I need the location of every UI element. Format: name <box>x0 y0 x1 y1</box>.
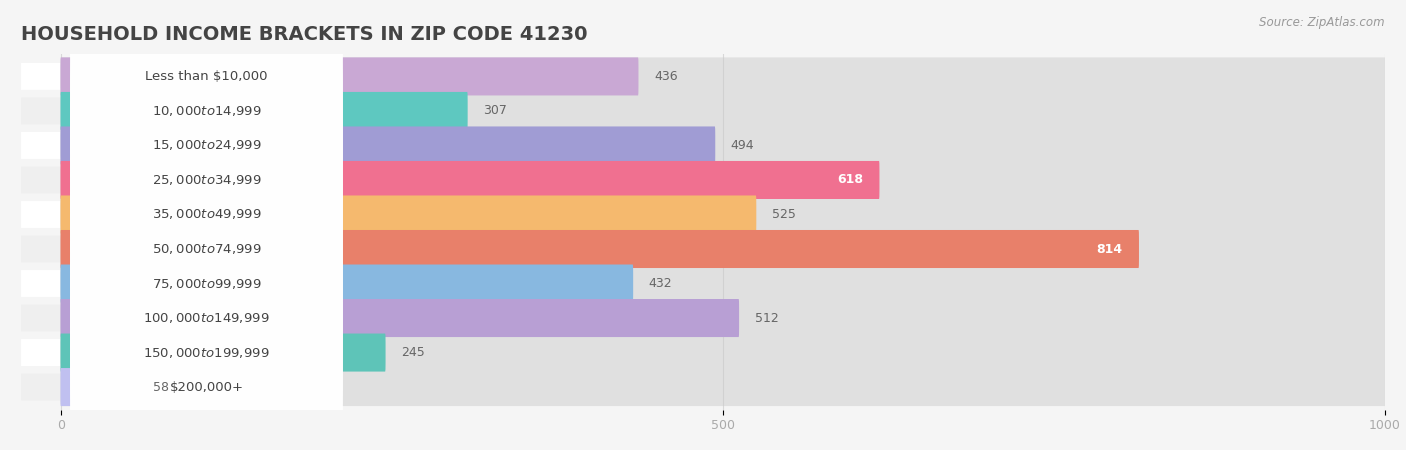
FancyBboxPatch shape <box>60 299 740 337</box>
FancyBboxPatch shape <box>70 69 343 291</box>
Text: $10,000 to $14,999: $10,000 to $14,999 <box>152 104 262 118</box>
FancyBboxPatch shape <box>21 339 1385 366</box>
FancyBboxPatch shape <box>60 58 1385 95</box>
FancyBboxPatch shape <box>70 0 343 222</box>
FancyBboxPatch shape <box>60 230 1385 268</box>
FancyBboxPatch shape <box>70 104 343 326</box>
FancyBboxPatch shape <box>21 270 1385 297</box>
FancyBboxPatch shape <box>70 241 343 450</box>
Text: 245: 245 <box>401 346 425 359</box>
FancyBboxPatch shape <box>60 195 756 234</box>
FancyBboxPatch shape <box>70 0 343 188</box>
FancyBboxPatch shape <box>21 166 1385 194</box>
FancyBboxPatch shape <box>21 63 1385 90</box>
FancyBboxPatch shape <box>21 201 1385 228</box>
Text: 307: 307 <box>484 104 508 117</box>
FancyBboxPatch shape <box>60 161 1385 199</box>
Text: $75,000 to $99,999: $75,000 to $99,999 <box>152 276 262 291</box>
FancyBboxPatch shape <box>60 92 468 130</box>
Text: 494: 494 <box>731 139 755 152</box>
FancyBboxPatch shape <box>60 161 879 199</box>
Text: $35,000 to $49,999: $35,000 to $49,999 <box>152 207 262 221</box>
FancyBboxPatch shape <box>60 58 638 95</box>
FancyBboxPatch shape <box>60 333 1385 372</box>
FancyBboxPatch shape <box>70 34 343 256</box>
FancyBboxPatch shape <box>60 126 716 165</box>
FancyBboxPatch shape <box>70 276 343 450</box>
FancyBboxPatch shape <box>60 333 385 372</box>
Text: 814: 814 <box>1097 243 1123 256</box>
FancyBboxPatch shape <box>60 230 1139 268</box>
Text: $200,000+: $200,000+ <box>170 381 243 394</box>
Text: 436: 436 <box>654 70 678 83</box>
Text: $150,000 to $199,999: $150,000 to $199,999 <box>143 346 270 360</box>
FancyBboxPatch shape <box>60 265 1385 302</box>
FancyBboxPatch shape <box>70 207 343 429</box>
FancyBboxPatch shape <box>70 172 343 395</box>
Text: $15,000 to $24,999: $15,000 to $24,999 <box>152 139 262 153</box>
Text: 618: 618 <box>837 174 863 186</box>
FancyBboxPatch shape <box>21 132 1385 159</box>
FancyBboxPatch shape <box>60 195 1385 234</box>
Text: $50,000 to $74,999: $50,000 to $74,999 <box>152 242 262 256</box>
Text: 512: 512 <box>755 311 779 324</box>
FancyBboxPatch shape <box>70 138 343 360</box>
Text: Less than $10,000: Less than $10,000 <box>145 70 267 83</box>
Text: 432: 432 <box>648 277 672 290</box>
Text: $25,000 to $34,999: $25,000 to $34,999 <box>152 173 262 187</box>
FancyBboxPatch shape <box>60 126 1385 165</box>
FancyBboxPatch shape <box>60 299 1385 337</box>
FancyBboxPatch shape <box>60 92 1385 130</box>
Text: Source: ZipAtlas.com: Source: ZipAtlas.com <box>1260 16 1385 29</box>
Text: 525: 525 <box>772 208 796 221</box>
FancyBboxPatch shape <box>21 374 1385 400</box>
FancyBboxPatch shape <box>60 368 138 406</box>
FancyBboxPatch shape <box>60 265 633 302</box>
FancyBboxPatch shape <box>21 305 1385 332</box>
Text: $100,000 to $149,999: $100,000 to $149,999 <box>143 311 270 325</box>
Text: 58: 58 <box>153 381 170 394</box>
FancyBboxPatch shape <box>21 235 1385 262</box>
Text: HOUSEHOLD INCOME BRACKETS IN ZIP CODE 41230: HOUSEHOLD INCOME BRACKETS IN ZIP CODE 41… <box>21 25 588 44</box>
FancyBboxPatch shape <box>21 98 1385 124</box>
FancyBboxPatch shape <box>60 368 1385 406</box>
